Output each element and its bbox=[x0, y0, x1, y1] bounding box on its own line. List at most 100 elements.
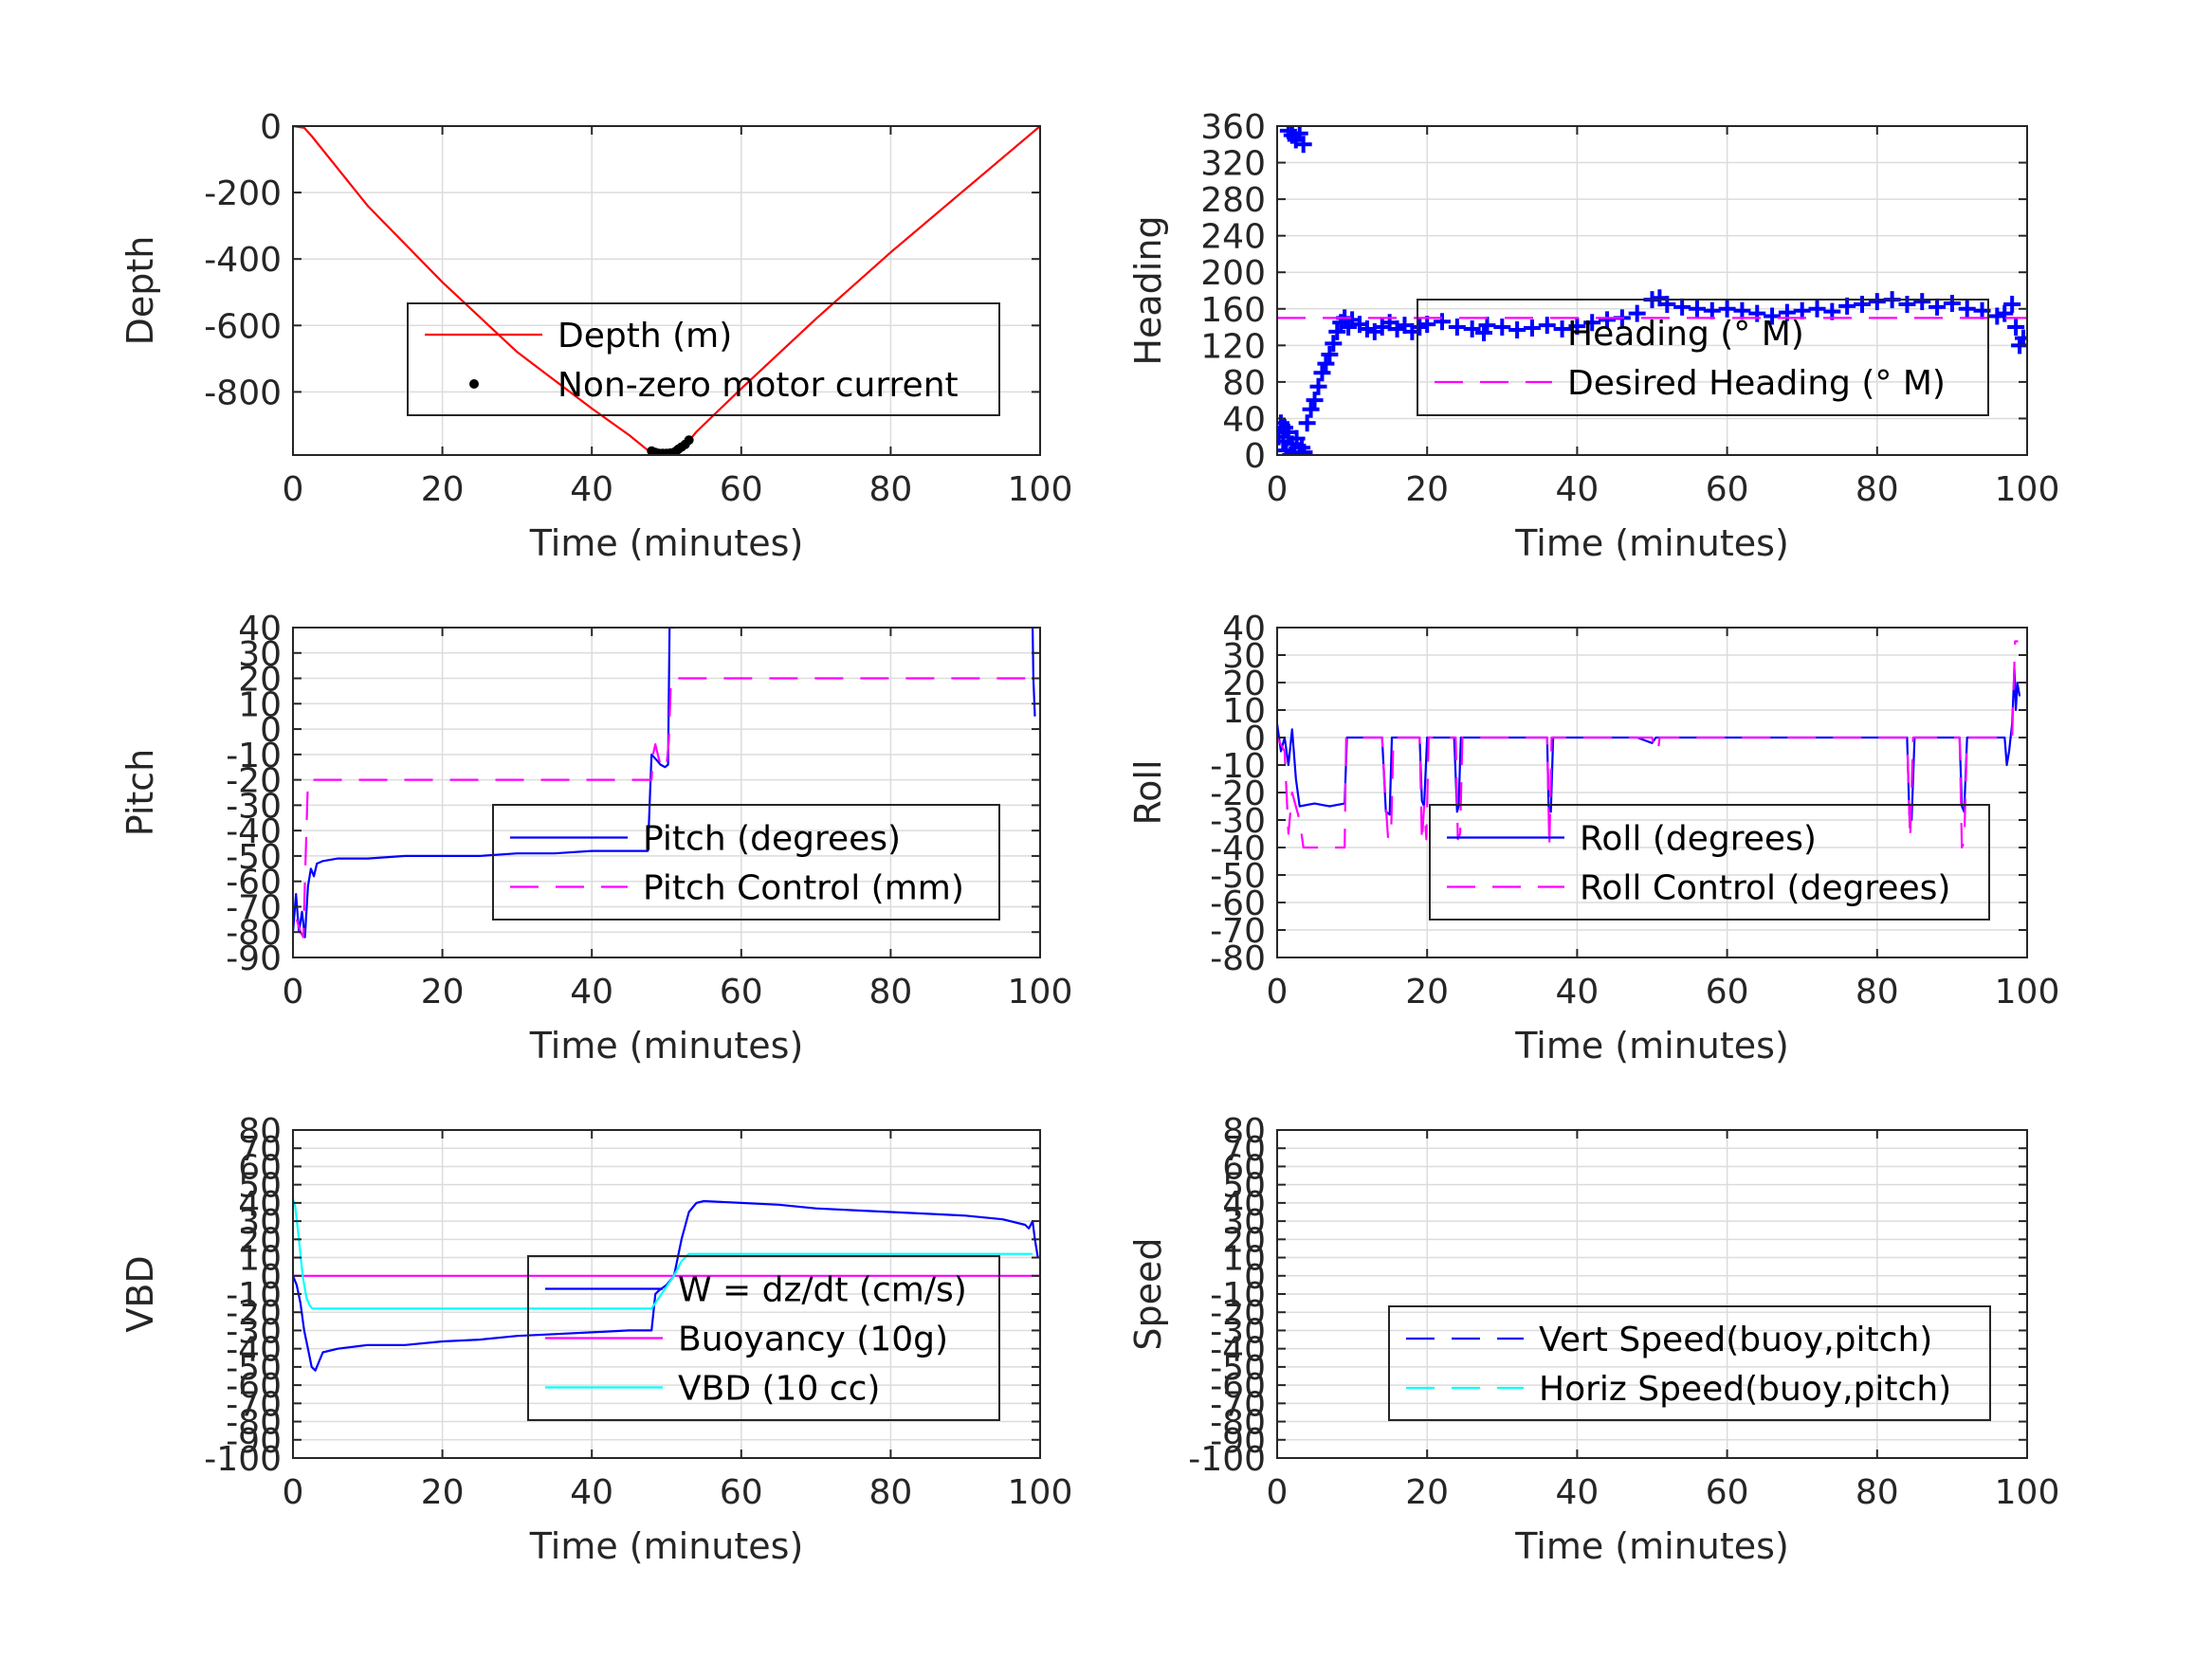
legend-box bbox=[1429, 804, 1990, 921]
legend: Vert Speed(buoy,pitch) Horiz Speed(buoy,p… bbox=[1388, 1305, 1991, 1421]
series-line bbox=[293, 1199, 1039, 1372]
chart-roll: 0 20 40 60 80 100403020100-10-20-30-40-50-60-… bbox=[1127, 610, 2059, 1066]
x-tick-label: 0 bbox=[1267, 470, 1289, 509]
x-tick-label: 100 bbox=[1008, 1473, 1073, 1512]
y-tick-label: 60 bbox=[238, 1148, 282, 1187]
y-tick-label: 0 bbox=[260, 108, 282, 147]
x-tick-label: 0 bbox=[283, 470, 304, 509]
y-tick-label: -50 bbox=[1210, 857, 1266, 896]
x-tick-label: 40 bbox=[570, 470, 613, 509]
y-tick-label: 160 bbox=[1200, 291, 1266, 330]
y-tick-label: -800 bbox=[204, 374, 282, 412]
y-tick-label: 20 bbox=[238, 1221, 282, 1260]
x-tick-label: 60 bbox=[1706, 1473, 1749, 1512]
data-point bbox=[1898, 295, 1916, 313]
y-tick-label: -80 bbox=[1210, 939, 1266, 978]
y-tick-label: -50 bbox=[1210, 1349, 1266, 1388]
y-tick-label: 0 bbox=[260, 711, 282, 750]
y-tick-label: 10 bbox=[238, 685, 282, 724]
y-tick-label: -30 bbox=[1210, 802, 1266, 841]
legend-label: Buoyancy (10g) bbox=[678, 1321, 948, 1359]
x-tick-label: 0 bbox=[1267, 1473, 1289, 1512]
data-point bbox=[1868, 293, 1886, 311]
y-tick-label: 20 bbox=[1222, 1221, 1266, 1260]
x-tick-label: 20 bbox=[1405, 470, 1449, 509]
y-tick-label: -20 bbox=[226, 762, 282, 801]
data-point bbox=[1929, 298, 1947, 316]
data-point bbox=[1793, 301, 1811, 319]
legend-label: Heading (° M) bbox=[1567, 315, 1804, 354]
series-line bbox=[1277, 640, 2019, 849]
legend-label: Roll (degrees) bbox=[1580, 820, 1817, 859]
y-tick-label: 10 bbox=[238, 1240, 282, 1279]
x-tick-label: 20 bbox=[421, 1473, 465, 1512]
y-tick-label: 0 bbox=[1244, 437, 1266, 476]
y-tick-label: -60 bbox=[226, 864, 282, 902]
x-tick-label: 80 bbox=[868, 973, 912, 1012]
y-tick-label: 40 bbox=[1222, 1185, 1266, 1224]
series-group bbox=[1277, 640, 2021, 849]
series-line bbox=[295, 677, 1033, 939]
y-tick-label: -30 bbox=[226, 787, 282, 826]
x-tick-label: 60 bbox=[720, 470, 763, 509]
axes-box bbox=[1276, 125, 2028, 456]
y-tick-label: -30 bbox=[1210, 1312, 1266, 1351]
y-tick-label: -600 bbox=[204, 307, 282, 346]
x-tick-label: 20 bbox=[1405, 973, 1449, 1012]
data-point bbox=[1508, 320, 1526, 338]
y-tick-label: -10 bbox=[1210, 1276, 1266, 1315]
y-tick-label: -10 bbox=[1210, 747, 1266, 786]
data-point bbox=[1302, 400, 1320, 418]
data-point bbox=[1628, 304, 1646, 322]
y-tick-label: -100 bbox=[204, 1440, 282, 1479]
y-tick-label: 30 bbox=[238, 1203, 282, 1242]
x-tick-label: 40 bbox=[1555, 973, 1599, 1012]
data-point bbox=[1493, 319, 1511, 337]
data-point bbox=[1733, 301, 1751, 319]
data-point bbox=[1658, 295, 1676, 313]
chart-pitch: 0 20 40 60 80 100403020100-10-20-30-40-50-60-… bbox=[119, 610, 1072, 1066]
y-tick-label: -30 bbox=[226, 1312, 282, 1351]
data-point bbox=[1673, 298, 1691, 316]
axes-box bbox=[292, 125, 1041, 456]
legend-label: Vert Speed(buoy,pitch) bbox=[1539, 1321, 1932, 1359]
y-tick-label: 20 bbox=[238, 661, 282, 700]
legend-label: Pitch Control (mm) bbox=[643, 869, 964, 908]
x-axis-label: Time (minutes) bbox=[1514, 522, 1789, 564]
data-point bbox=[1913, 293, 1931, 311]
x-axis-label: Time (minutes) bbox=[529, 1025, 804, 1066]
y-tick-label: 0 bbox=[260, 1258, 282, 1297]
y-tick-label: -20 bbox=[226, 1294, 282, 1333]
y-tick-label: -90 bbox=[226, 1422, 282, 1461]
x-tick-label: 80 bbox=[868, 470, 912, 509]
data-point bbox=[1317, 355, 1335, 373]
y-tick-label: -40 bbox=[1210, 830, 1266, 868]
data-point bbox=[1288, 429, 1306, 447]
y-tick-label: 10 bbox=[1222, 1240, 1266, 1279]
y-tick-label: -80 bbox=[1210, 1404, 1266, 1443]
y-tick-label: -20 bbox=[1210, 1294, 1266, 1333]
x-tick-label: 80 bbox=[1856, 470, 1899, 509]
x-axis-label: Time (minutes) bbox=[1514, 1025, 1789, 1066]
data-point bbox=[1290, 126, 1308, 142]
x-tick-label: 20 bbox=[421, 470, 465, 509]
series-line bbox=[1277, 667, 2021, 822]
y-tick-label: -50 bbox=[226, 838, 282, 877]
x-tick-label: 40 bbox=[570, 973, 613, 1012]
x-tick-label: 100 bbox=[1995, 973, 2060, 1012]
y-tick-label: 280 bbox=[1200, 181, 1266, 220]
legend-label: VBD (10 cc) bbox=[678, 1370, 880, 1409]
data-point bbox=[1448, 319, 1466, 337]
data-point bbox=[2007, 319, 2025, 337]
y-tick-label: 80 bbox=[1222, 364, 1266, 403]
x-tick-label: 60 bbox=[1706, 470, 1749, 509]
series-line bbox=[293, 628, 674, 939]
data-point bbox=[2003, 295, 2021, 313]
x-tick-label: 100 bbox=[1995, 1473, 2060, 1512]
y-tick-label: -70 bbox=[226, 1385, 282, 1424]
y-tick-label: -90 bbox=[226, 939, 282, 978]
legend-label: Roll Control (degrees) bbox=[1580, 869, 1950, 908]
x-axis-label: Time (minutes) bbox=[529, 1525, 804, 1567]
axes-box bbox=[292, 627, 1041, 958]
